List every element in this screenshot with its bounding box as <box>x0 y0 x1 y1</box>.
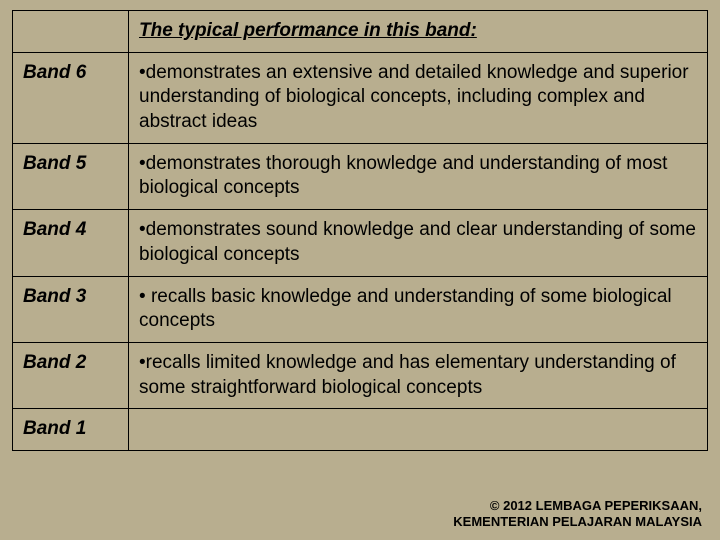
footer-line2: KEMENTERIAN PELAJARAN MALAYSIA <box>453 514 702 530</box>
table-row: Band 4 •demonstrates sound knowledge and… <box>13 210 708 276</box>
performance-table: The typical performance in this band: Ba… <box>12 10 708 451</box>
bullet-icon: • <box>139 219 146 240</box>
desc-text: demonstrates thorough knowledge and unde… <box>139 153 667 199</box>
band-label: Band 2 <box>13 342 129 408</box>
bullet-icon: • <box>139 286 151 307</box>
footer-copyright: © 2012 LEMBAGA PEPERIKSAAN, KEMENTERIAN … <box>453 498 702 531</box>
desc-text: recalls limited knowledge and has elemen… <box>139 352 676 398</box>
table-row: Band 3 • recalls basic knowledge and und… <box>13 276 708 342</box>
table-row: Band 1 <box>13 409 708 451</box>
band-desc: •recalls limited knowledge and has eleme… <box>129 342 708 408</box>
bullet-icon: • <box>139 352 146 373</box>
band-label: Band 1 <box>13 409 129 451</box>
footer-line1: © 2012 LEMBAGA PEPERIKSAAN, <box>453 498 702 514</box>
band-desc: •demonstrates thorough knowledge and und… <box>129 143 708 209</box>
table-row: Band 2 •recalls limited knowledge and ha… <box>13 342 708 408</box>
band-desc: •demonstrates sound knowledge and clear … <box>129 210 708 276</box>
band-desc <box>129 409 708 451</box>
band-label: Band 5 <box>13 143 129 209</box>
band-desc: • recalls basic knowledge and understand… <box>129 276 708 342</box>
desc-text: demonstrates an extensive and detailed k… <box>139 62 689 132</box>
bullet-icon: • <box>139 62 146 83</box>
band-label: Band 4 <box>13 210 129 276</box>
desc-text: demonstrates sound knowledge and clear u… <box>139 219 696 265</box>
band-label: Band 6 <box>13 52 129 143</box>
band-desc: •demonstrates an extensive and detailed … <box>129 52 708 143</box>
desc-text: recalls basic knowledge and understandin… <box>139 286 672 332</box>
bullet-icon: • <box>139 153 146 174</box>
header-empty-cell <box>13 11 129 53</box>
table-row: Band 6 •demonstrates an extensive and de… <box>13 52 708 143</box>
header-title-cell: The typical performance in this band: <box>129 11 708 53</box>
band-label: Band 3 <box>13 276 129 342</box>
table-row: Band 5 •demonstrates thorough knowledge … <box>13 143 708 209</box>
header-row: The typical performance in this band: <box>13 11 708 53</box>
